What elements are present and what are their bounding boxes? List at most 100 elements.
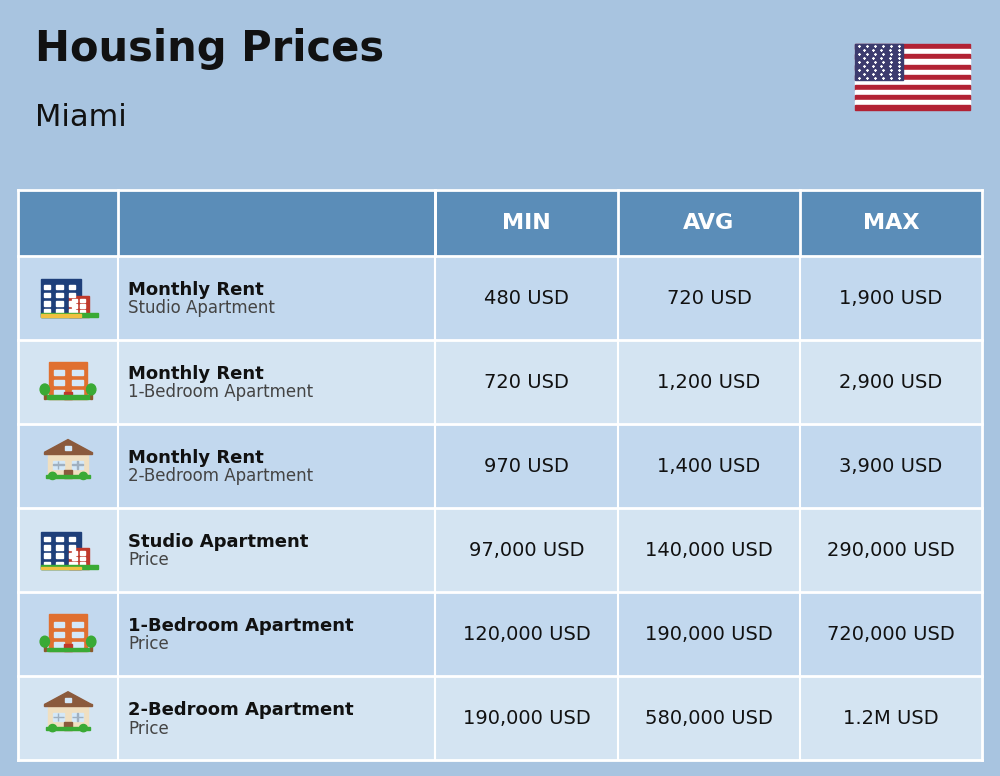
Bar xyxy=(72,299,77,303)
Bar xyxy=(18,424,982,508)
Bar xyxy=(72,632,83,637)
Bar xyxy=(90,390,92,399)
Text: 290,000 USD: 290,000 USD xyxy=(827,541,955,559)
Ellipse shape xyxy=(40,384,49,395)
Ellipse shape xyxy=(40,636,49,647)
Bar xyxy=(855,85,970,90)
Bar xyxy=(56,545,63,549)
Text: 2-Bedroom Apartment: 2-Bedroom Apartment xyxy=(128,701,354,719)
Bar xyxy=(64,722,72,730)
Bar xyxy=(855,95,970,100)
Bar xyxy=(69,537,75,542)
Text: 580,000 USD: 580,000 USD xyxy=(645,709,773,728)
Text: 720 USD: 720 USD xyxy=(667,289,751,307)
Bar xyxy=(49,362,87,399)
Bar xyxy=(64,392,72,399)
Text: 190,000 USD: 190,000 USD xyxy=(463,709,590,728)
Text: Price: Price xyxy=(128,552,169,570)
Bar xyxy=(54,380,64,385)
Ellipse shape xyxy=(80,725,87,732)
Text: Monthly Rent: Monthly Rent xyxy=(128,365,264,383)
Bar xyxy=(54,622,64,628)
Text: Monthly Rent: Monthly Rent xyxy=(128,281,264,299)
Bar xyxy=(80,551,85,555)
Bar xyxy=(72,622,83,628)
Bar xyxy=(56,301,63,306)
Bar xyxy=(72,551,77,555)
Bar xyxy=(855,50,970,54)
Bar xyxy=(56,285,63,289)
Bar xyxy=(855,80,970,85)
Bar xyxy=(69,562,75,566)
Bar xyxy=(69,310,75,314)
Polygon shape xyxy=(44,439,92,452)
Bar xyxy=(855,64,970,70)
Bar xyxy=(72,304,77,308)
Bar xyxy=(65,446,71,452)
Bar xyxy=(64,469,72,478)
Bar xyxy=(90,643,92,651)
Bar xyxy=(69,549,89,569)
Bar xyxy=(72,370,83,376)
Bar xyxy=(80,310,85,314)
Bar xyxy=(65,698,71,704)
Polygon shape xyxy=(44,691,92,705)
Text: 1-Bedroom Apartment: 1-Bedroom Apartment xyxy=(128,617,354,635)
Bar xyxy=(855,44,970,50)
Bar xyxy=(855,54,970,60)
Bar xyxy=(64,644,72,651)
Bar xyxy=(69,285,75,289)
Bar xyxy=(855,90,970,95)
Bar xyxy=(69,293,75,297)
Text: 1,900 USD: 1,900 USD xyxy=(839,289,943,307)
Bar xyxy=(41,314,81,317)
Bar xyxy=(54,642,64,647)
Bar xyxy=(72,713,83,721)
Ellipse shape xyxy=(49,725,56,732)
Bar xyxy=(44,562,50,566)
Bar xyxy=(47,648,89,651)
Text: 97,000 USD: 97,000 USD xyxy=(469,541,584,559)
Bar xyxy=(44,553,50,558)
Text: Housing Prices: Housing Prices xyxy=(35,28,384,70)
Bar xyxy=(855,44,903,80)
Text: 480 USD: 480 USD xyxy=(484,289,569,307)
Bar xyxy=(41,566,81,569)
Bar xyxy=(72,461,83,469)
Bar xyxy=(18,190,982,256)
Text: 1.2M USD: 1.2M USD xyxy=(843,709,939,728)
Text: 1,400 USD: 1,400 USD xyxy=(657,457,761,476)
Bar xyxy=(69,553,75,558)
Ellipse shape xyxy=(49,473,56,480)
Bar xyxy=(53,461,64,469)
Bar xyxy=(41,566,98,569)
Bar xyxy=(80,556,85,560)
Text: 140,000 USD: 140,000 USD xyxy=(645,541,773,559)
Text: Price: Price xyxy=(128,636,169,653)
Text: 720,000 USD: 720,000 USD xyxy=(827,625,955,644)
Text: 720 USD: 720 USD xyxy=(484,372,569,392)
Bar xyxy=(56,310,63,314)
Bar xyxy=(44,310,50,314)
Bar xyxy=(855,70,970,74)
Text: 2,900 USD: 2,900 USD xyxy=(839,372,943,392)
Bar xyxy=(44,545,50,549)
Ellipse shape xyxy=(87,636,96,647)
Bar xyxy=(44,390,46,399)
Bar xyxy=(69,301,75,306)
Text: 190,000 USD: 190,000 USD xyxy=(645,625,773,644)
Text: 1-Bedroom Apartment: 1-Bedroom Apartment xyxy=(128,383,313,401)
Text: 2-Bedroom Apartment: 2-Bedroom Apartment xyxy=(128,467,313,485)
Ellipse shape xyxy=(80,473,87,480)
Text: MIN: MIN xyxy=(502,213,551,233)
Text: Miami: Miami xyxy=(35,103,127,132)
Bar xyxy=(80,563,85,566)
Bar xyxy=(44,643,46,651)
Text: Price: Price xyxy=(128,719,169,737)
Bar xyxy=(46,727,90,730)
Bar xyxy=(54,632,64,637)
Bar xyxy=(855,105,970,110)
Text: 3,900 USD: 3,900 USD xyxy=(839,457,943,476)
Bar xyxy=(54,390,64,395)
Bar xyxy=(44,537,50,542)
